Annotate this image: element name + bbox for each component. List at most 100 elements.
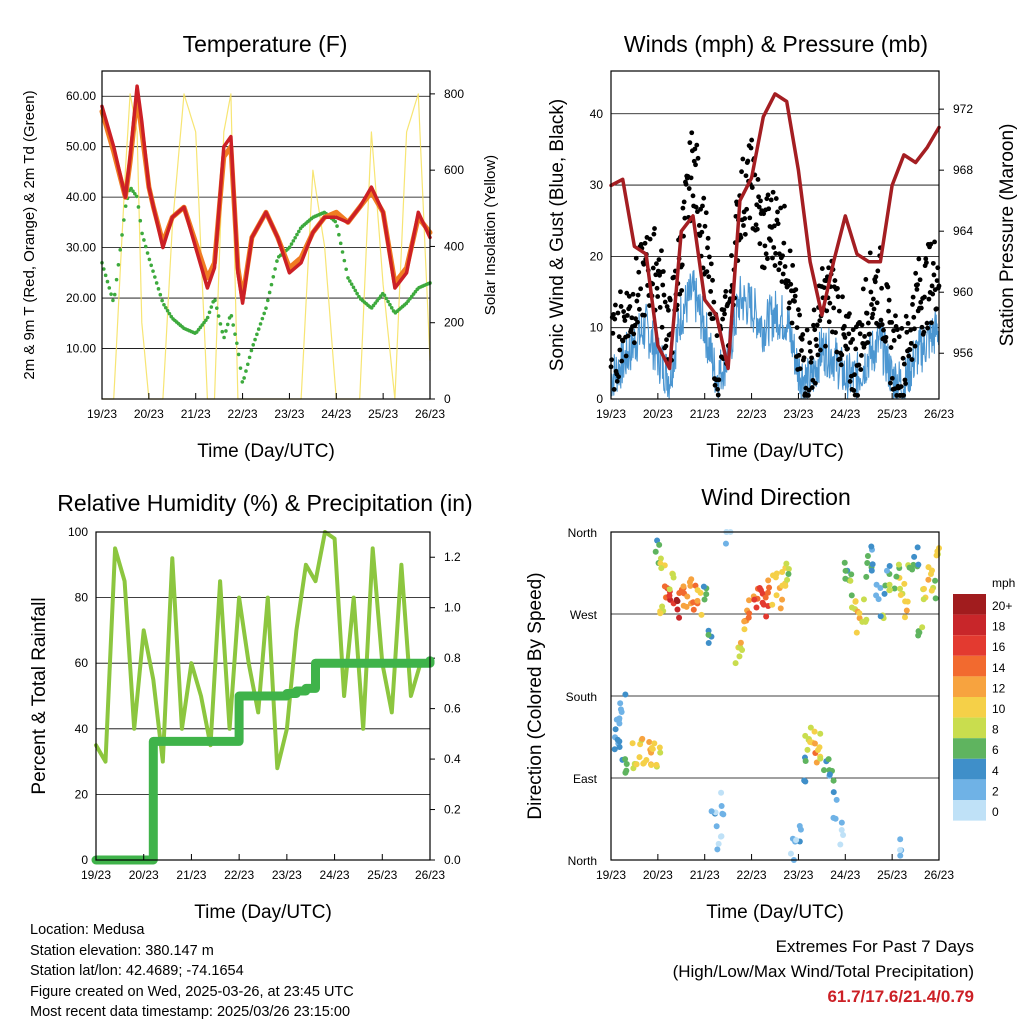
direction-point [705, 631, 712, 638]
x-tick-label: 22/23 [224, 868, 254, 882]
direction-point [652, 548, 659, 555]
gust-point [743, 173, 749, 179]
x-tick-label: 21/23 [690, 407, 720, 421]
gust-point [797, 312, 802, 318]
direction-point [777, 605, 784, 612]
gust-point [754, 226, 760, 232]
x-tick-label: 23/23 [783, 407, 813, 421]
gust-point [667, 297, 673, 303]
gust-point [711, 299, 717, 305]
gust-point [739, 169, 744, 175]
dewpoint-point [271, 274, 276, 279]
gust-point [705, 245, 710, 251]
x-tick-label: 24/23 [321, 407, 351, 421]
gust-point [834, 349, 840, 355]
gust-point [707, 254, 712, 260]
gust-point [852, 372, 857, 378]
direction-point [783, 560, 790, 567]
gust-point [812, 380, 818, 386]
y-axis-label: Sonic Wind & Gust (Blue, Black) [547, 99, 568, 371]
gust-point [926, 296, 932, 302]
x-tick-label: 26/23 [924, 868, 954, 882]
gust-point [790, 262, 796, 268]
y2-tick-label: 600 [444, 163, 464, 177]
dewpoint-point [116, 262, 121, 267]
direction-point [769, 601, 776, 608]
gust-point [708, 261, 714, 267]
direction-point [764, 589, 771, 596]
dewpoint-point [109, 292, 113, 296]
direction-point [864, 552, 871, 559]
dewpoint-point [209, 305, 214, 309]
direction-point [914, 544, 921, 551]
gust-point [894, 327, 900, 333]
gust-point [656, 257, 662, 262]
gust-point [682, 215, 688, 221]
gust-point [793, 287, 799, 293]
direction-point [739, 646, 746, 653]
x-tick-label: 20/23 [134, 407, 164, 421]
gust-point [882, 338, 888, 344]
gust-point [664, 337, 669, 343]
gust-point [707, 311, 713, 317]
gust-point [693, 162, 698, 168]
gust-point [910, 302, 915, 307]
y-axis-label: Direction (Colored By Speed) [525, 572, 546, 819]
direction-point [636, 754, 643, 761]
gust-point [919, 324, 925, 330]
gust-point [762, 243, 768, 249]
gust-point [787, 300, 792, 306]
gust-point [898, 384, 904, 389]
direction-point [897, 585, 904, 592]
dewpoint-point [389, 306, 394, 310]
dewpoint-point [143, 244, 148, 249]
dewpoint-point [340, 250, 345, 254]
gust-point [863, 277, 869, 282]
dewpoint-point [351, 285, 356, 290]
direction-point [920, 585, 927, 592]
gust-point [911, 314, 917, 320]
y-tick-label: North [568, 854, 597, 868]
direction-point [746, 597, 753, 604]
direction-point [853, 629, 860, 636]
direction-point [932, 595, 939, 602]
gust-point [836, 308, 842, 314]
plot-frame-temperature [101, 70, 431, 400]
gust-point [924, 320, 930, 326]
y2-tick-label: 972 [953, 102, 973, 116]
gust-point [896, 334, 902, 340]
gust-point [650, 265, 656, 271]
direction-point [762, 594, 769, 601]
gust-point [907, 347, 913, 353]
dewpoint-point [273, 267, 277, 271]
dewpoint-point [131, 189, 135, 193]
legend-swatch [953, 676, 986, 697]
direction-point [901, 614, 908, 621]
direction-point [705, 640, 712, 647]
gust-point [716, 377, 722, 383]
gust-point [859, 322, 865, 328]
direction-point [830, 789, 837, 796]
direction-point [779, 568, 786, 575]
direction-point [648, 762, 655, 769]
gust-point [635, 292, 641, 298]
direction-point [623, 760, 630, 767]
gust-point [906, 353, 912, 359]
gust-point [885, 284, 891, 290]
dewpoint-point [162, 303, 166, 307]
gust-point [692, 146, 698, 152]
gust-point [772, 263, 778, 268]
gust-point [659, 248, 664, 254]
direction-point [714, 846, 721, 853]
gust-point [768, 197, 774, 203]
direction-point [687, 582, 694, 589]
direction-point [703, 591, 710, 598]
gust-point [778, 205, 784, 211]
direction-point [680, 602, 687, 609]
gust-point [652, 226, 657, 231]
legend-swatch [953, 635, 986, 656]
gust-point [811, 322, 816, 328]
y-tick-label: West [570, 608, 598, 622]
gust-point [817, 318, 823, 323]
x-axis-label: Time (Day/UTC) [706, 902, 844, 923]
